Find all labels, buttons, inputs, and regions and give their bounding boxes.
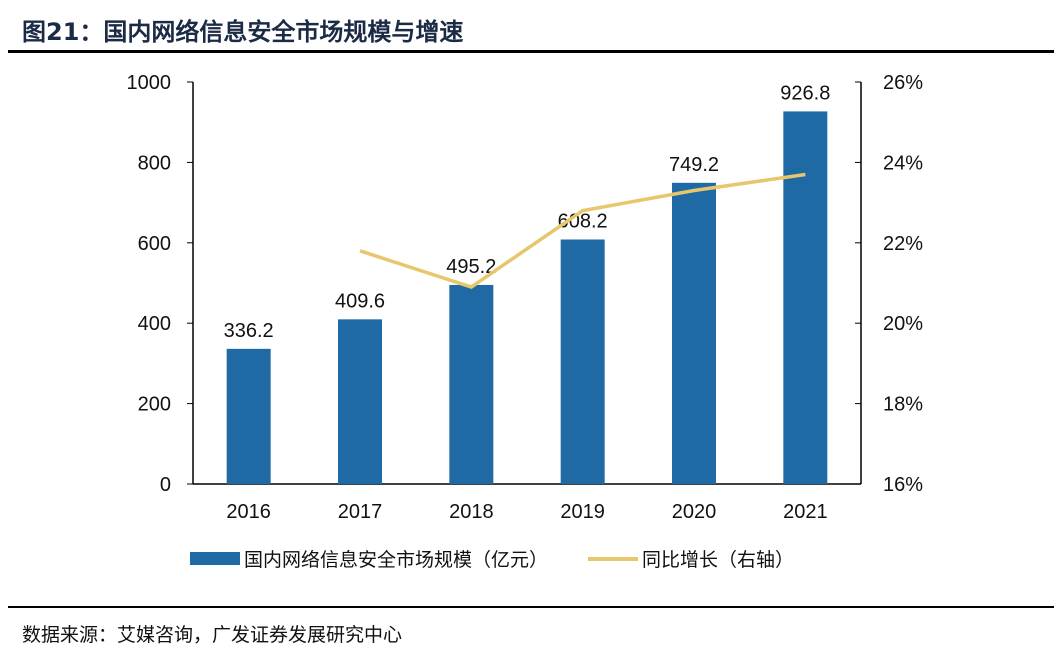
top-rule xyxy=(8,50,1054,53)
y-tick-label: 0 xyxy=(160,474,171,496)
y2-tick-label: 20% xyxy=(883,313,923,335)
y-tick-label: 400 xyxy=(138,313,171,335)
x-tick-label: 2017 xyxy=(338,501,383,523)
bar xyxy=(338,319,382,484)
source-note: 数据来源：艾媒咨询，广发证券发展研究中心 xyxy=(22,624,403,646)
legend-line-label: 同比增长（右轴） xyxy=(642,549,795,571)
bar-data-label: 336.2 xyxy=(224,320,274,342)
bar xyxy=(672,182,716,484)
legend: 国内网络信息安全市场规模（亿元） 同比增长（右轴） xyxy=(190,545,794,572)
x-tick-label: 2021 xyxy=(783,501,828,523)
y2-tick-label: 26% xyxy=(883,72,923,94)
bar-data-label: 409.6 xyxy=(335,290,385,312)
bar-data-label: 749.2 xyxy=(669,154,719,176)
figure-title: 图21：国内网络信息安全市场规模与增速 xyxy=(22,18,464,46)
x-tick-label: 2016 xyxy=(226,501,271,523)
y2-tick-label: 16% xyxy=(883,474,923,496)
y2-tick-label: 24% xyxy=(883,152,923,174)
y-tick-label: 1000 xyxy=(127,72,172,94)
legend-bar-label: 国内网络信息安全市场规模（亿元） xyxy=(244,549,549,571)
y-tick-label: 600 xyxy=(138,233,171,255)
bar xyxy=(449,284,494,484)
y2-tick-label: 18% xyxy=(883,394,923,416)
x-tick-label: 2018 xyxy=(449,501,494,523)
y-tick-label: 800 xyxy=(138,152,171,174)
legend-line-swatch xyxy=(588,556,639,561)
bottom-rule xyxy=(8,606,1054,608)
x-tick-label: 2020 xyxy=(672,501,717,523)
bar-data-label: 495.2 xyxy=(446,256,496,278)
bar xyxy=(783,111,828,485)
bar-data-label: 608.2 xyxy=(558,211,608,233)
legend-bar-swatch xyxy=(190,552,240,565)
bar-data-label: 926.8 xyxy=(780,82,830,104)
x-tick-label: 2019 xyxy=(560,501,605,523)
y-tick-label: 200 xyxy=(138,394,171,416)
bar xyxy=(560,239,605,484)
y2-tick-label: 22% xyxy=(883,233,923,255)
growth-line xyxy=(359,172,806,289)
chart: 0 200 400 600 800 1000 16% 18% 20% 22% 24% 26% 2016 3… xyxy=(127,72,924,523)
bar xyxy=(226,348,271,484)
